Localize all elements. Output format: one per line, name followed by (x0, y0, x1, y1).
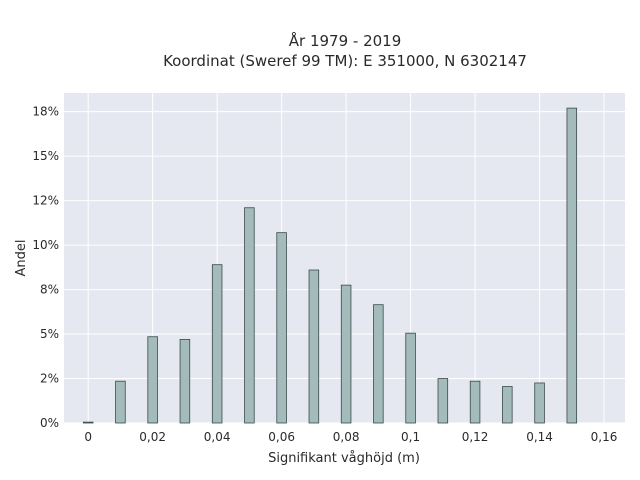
bar (82, 421, 94, 424)
bar (340, 284, 352, 424)
x-tick-label: 0,02 (139, 430, 166, 444)
x-gridlines (87, 93, 605, 423)
bar (469, 380, 481, 424)
bar (179, 338, 191, 424)
y-tick-label: 5% (40, 327, 59, 341)
y-tick-label: 12% (32, 194, 59, 208)
y-axis-title: Andel (14, 240, 29, 277)
bar (244, 207, 255, 424)
bar (115, 380, 126, 424)
y-tick-label: 10% (32, 238, 59, 252)
bar (373, 304, 384, 424)
y-tick-label: 0% (40, 416, 59, 430)
y-tick-label: 18% (32, 105, 59, 119)
bar (308, 269, 320, 424)
bar (502, 386, 513, 424)
y-tick-label: 2% (40, 372, 59, 386)
x-tick-label: 0,12 (462, 430, 489, 444)
bar (405, 332, 416, 424)
bar (534, 382, 545, 424)
y-tick-label: 8% (40, 283, 59, 297)
bar (211, 264, 223, 424)
bar (566, 107, 578, 424)
y-tick-label: 15% (32, 149, 59, 163)
x-tick-label: 0 (84, 430, 92, 444)
x-tick-label: 0,06 (268, 430, 295, 444)
x-tick-label: 0,14 (526, 430, 553, 444)
y-tick-labels: 0% 2% 5% 8% 10% 12% 15% 18% (32, 105, 59, 430)
x-tick-label: 0,16 (591, 430, 618, 444)
x-tick-label: 0,1 (401, 430, 420, 444)
x-tick-label: 0,08 (333, 430, 360, 444)
x-tick-label: 0,04 (204, 430, 231, 444)
bars (82, 107, 578, 424)
bar (437, 378, 449, 424)
chart-title-line2: Koordinat (Sweref 99 TM): E 351000, N 63… (163, 52, 527, 70)
bar (276, 232, 287, 424)
bar (147, 336, 158, 424)
x-axis-title: Signifikant våghöjd (m) (268, 451, 420, 466)
x-tick-labels: 0 0,02 0,04 0,06 0,08 0,1 0,12 0,14 0,16 (84, 430, 617, 444)
chart-title-line1: År 1979 - 2019 (289, 31, 402, 50)
